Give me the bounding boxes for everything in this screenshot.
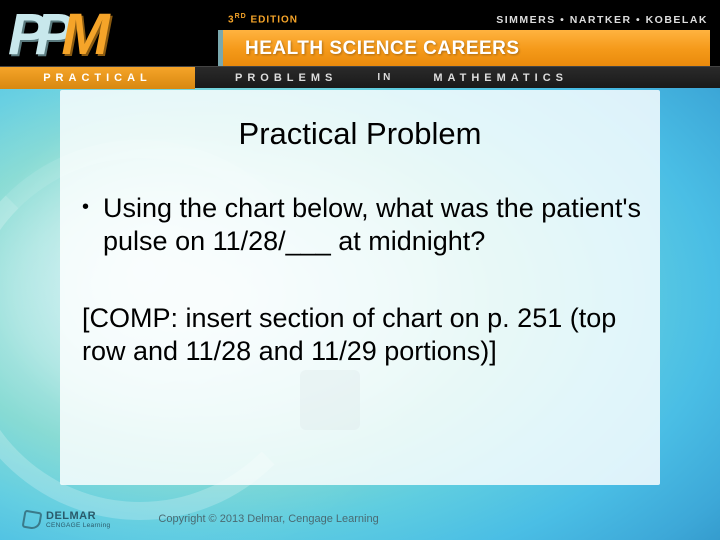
slide-content: Practical Problem • Using the chart belo…: [0, 88, 720, 540]
bullet-list: • Using the chart below, what was the pa…: [82, 192, 650, 258]
copyright-text: Copyright © 2013 Delmar, Cengage Learnin…: [158, 513, 378, 525]
footer-bar: DELMAR CENGAGE Learning Copyright © 2013…: [0, 498, 720, 540]
subtitle-in: IN: [377, 72, 393, 83]
book-title: HEALTH SCIENCE CAREERS: [245, 38, 520, 60]
subtitle-bar: PRACTICAL PROBLEMS IN MATHEMATICS: [0, 66, 720, 88]
edition-label: 3RD EDITION: [228, 13, 298, 25]
subtitle-problems: PROBLEMS: [235, 72, 337, 84]
publisher-name: DELMAR: [46, 510, 110, 522]
subtitle-practical-tab: PRACTICAL: [0, 67, 195, 89]
logo-letter-m: M: [61, 1, 105, 68]
ppm-logo: PPM: [8, 1, 203, 66]
title-band: HEALTH SCIENCE CAREERS: [218, 30, 710, 68]
subtitle-practical: PRACTICAL: [43, 72, 152, 84]
bullet-text: Using the chart below, what was the pati…: [103, 192, 650, 258]
authors-label: SIMMERS • NARTKER • KOBELAK: [496, 14, 708, 26]
comp-placeholder-note: [COMP: insert section of chart on p. 251…: [82, 302, 665, 368]
bullet-marker: •: [82, 196, 89, 219]
slide-title: Practical Problem: [0, 116, 720, 152]
textbook-header: PPM 3RD EDITION SIMMERS • NARTKER • KOBE…: [0, 0, 720, 88]
bullet-item: • Using the chart below, what was the pa…: [82, 192, 650, 258]
publisher-subname: CENGAGE Learning: [46, 522, 110, 529]
subtitle-mathematics: MATHEMATICS: [433, 72, 568, 84]
publisher-logo: DELMAR CENGAGE Learning: [22, 510, 110, 529]
delmar-icon: [22, 510, 40, 528]
